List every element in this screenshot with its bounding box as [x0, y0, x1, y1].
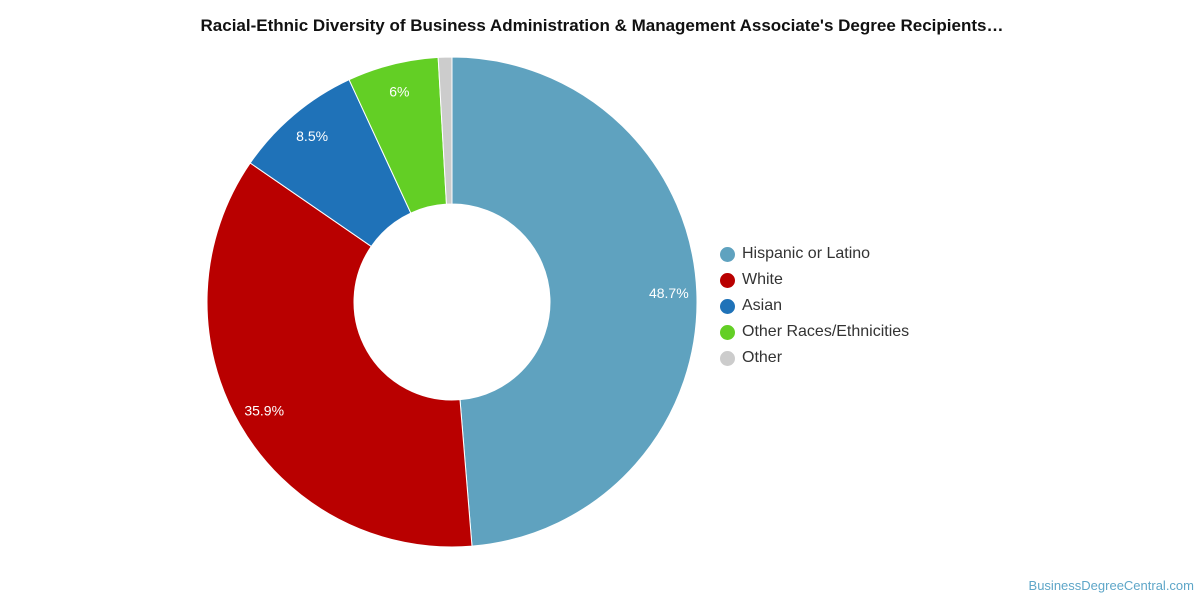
- legend: Hispanic or Latino White Asian Other Races/…: [720, 241, 909, 371]
- legend-item[interactable]: Other: [720, 345, 909, 371]
- legend-marker: [720, 246, 735, 262]
- slice-hispanic-or-latino[interactable]: [451, 56, 698, 547]
- legend-label: Other Races/Ethnicities: [742, 323, 910, 340]
- legend-item[interactable]: White: [720, 267, 909, 293]
- legend-marker: [720, 298, 735, 314]
- slice-value-label: 6%: [389, 83, 409, 99]
- slices: [206, 56, 698, 548]
- legend-item[interactable]: Other Races/Ethnicities: [720, 319, 909, 345]
- legend-label: Other: [742, 349, 783, 366]
- legend-marker: [720, 324, 735, 340]
- legend-marker: [720, 272, 735, 288]
- slice-value-label: 35.9%: [244, 403, 284, 419]
- slice-value-label: 8.5%: [296, 128, 328, 144]
- legend-label: Asian: [742, 297, 783, 314]
- watermark[interactable]: BusinessDegreeCentral.com: [1028, 578, 1194, 593]
- slice-white[interactable]: [206, 162, 473, 548]
- legend-label: White: [742, 271, 783, 288]
- legend-item[interactable]: Hispanic or Latino: [720, 241, 909, 267]
- legend-item[interactable]: Asian: [720, 293, 909, 319]
- chart-title: Racial-Ethnic Diversity of Business Admi…: [200, 16, 1004, 35]
- slice-value-label: 48.7%: [649, 285, 689, 301]
- legend-marker: [720, 350, 735, 366]
- slice-other[interactable]: [437, 56, 453, 205]
- legend-label: Hispanic or Latino: [742, 245, 871, 262]
- slice-labels: 48.7% 35.9% 8.5% 6%: [244, 83, 688, 418]
